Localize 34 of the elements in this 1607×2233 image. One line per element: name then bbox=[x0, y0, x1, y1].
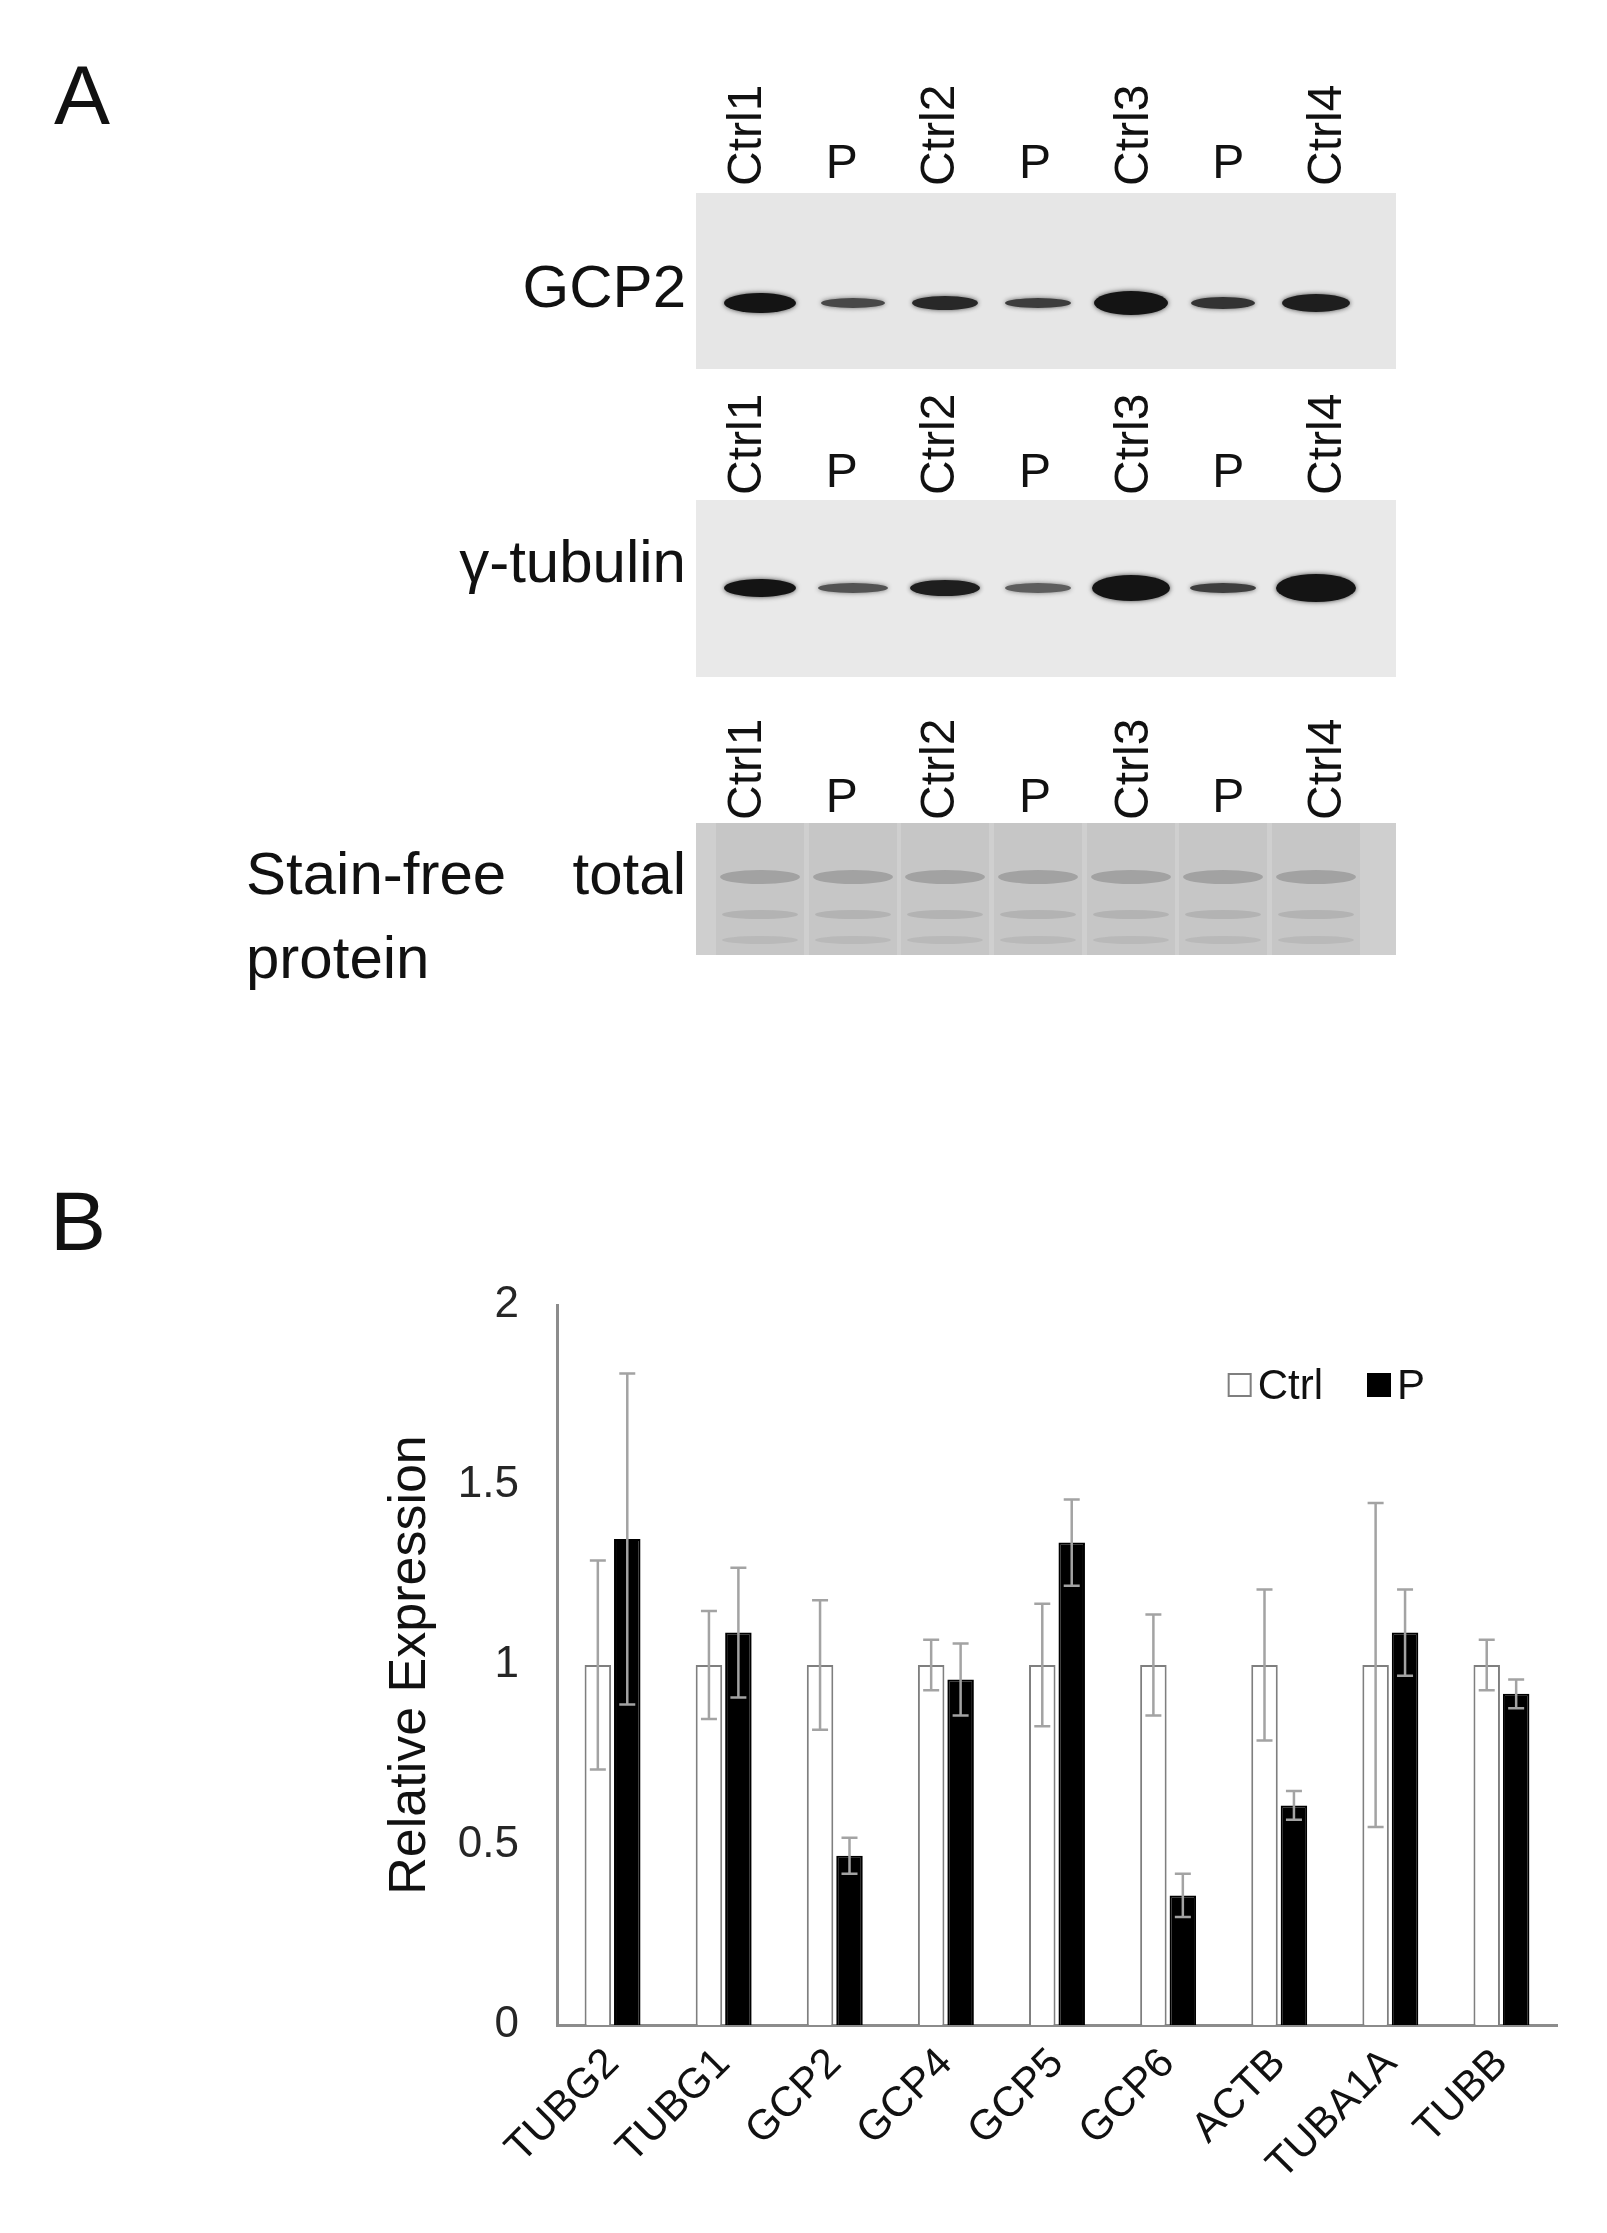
category-label: P bbox=[1018, 769, 1052, 822]
category-label: GCP2 bbox=[522, 253, 686, 320]
category-label: P bbox=[825, 135, 858, 188]
text: A bbox=[54, 48, 111, 142]
y-tick-label: 1 bbox=[494, 1637, 519, 1687]
y-tick-label: 1.5 bbox=[457, 1457, 519, 1507]
category-label: Ctrl3 bbox=[1104, 393, 1158, 495]
category-label: Ctrl2 bbox=[911, 393, 965, 495]
category-label: P bbox=[1212, 769, 1245, 822]
category-label: P bbox=[825, 444, 858, 497]
category-label: Ctrl3 bbox=[1104, 718, 1158, 820]
category-label: Ctrl4 bbox=[1298, 718, 1351, 820]
category-label: Ctrl4 bbox=[1298, 393, 1351, 495]
chart-title: B bbox=[50, 1174, 107, 1268]
category-label: Ctrl3 bbox=[1104, 84, 1158, 186]
legend-label: P bbox=[1396, 1360, 1425, 1408]
category-label: Ctrl4 bbox=[1298, 84, 1351, 186]
category-label: P bbox=[1018, 444, 1052, 497]
category-label: P bbox=[1212, 135, 1245, 188]
category-label: Stain-free total protein bbox=[246, 840, 686, 991]
category-label: P bbox=[1212, 444, 1245, 497]
category-label: P bbox=[825, 769, 858, 822]
category-label: Ctrl1 bbox=[718, 84, 771, 186]
category-label: Ctrl1 bbox=[718, 393, 771, 495]
category-label: γ-tubulin bbox=[459, 528, 686, 595]
y-tick-label: 2 bbox=[494, 1277, 519, 1327]
category-label: Ctrl2 bbox=[911, 718, 965, 820]
legend-label: Ctrl bbox=[1257, 1360, 1323, 1408]
y-tick-label: 0 bbox=[494, 1997, 519, 2047]
category-label: Ctrl2 bbox=[911, 84, 965, 186]
y-axis-title: Relative Expression bbox=[377, 1435, 436, 1895]
category-label: P bbox=[1018, 135, 1052, 188]
y-tick-label: 0.5 bbox=[457, 1817, 519, 1867]
category-label: Ctrl1 bbox=[718, 718, 771, 820]
